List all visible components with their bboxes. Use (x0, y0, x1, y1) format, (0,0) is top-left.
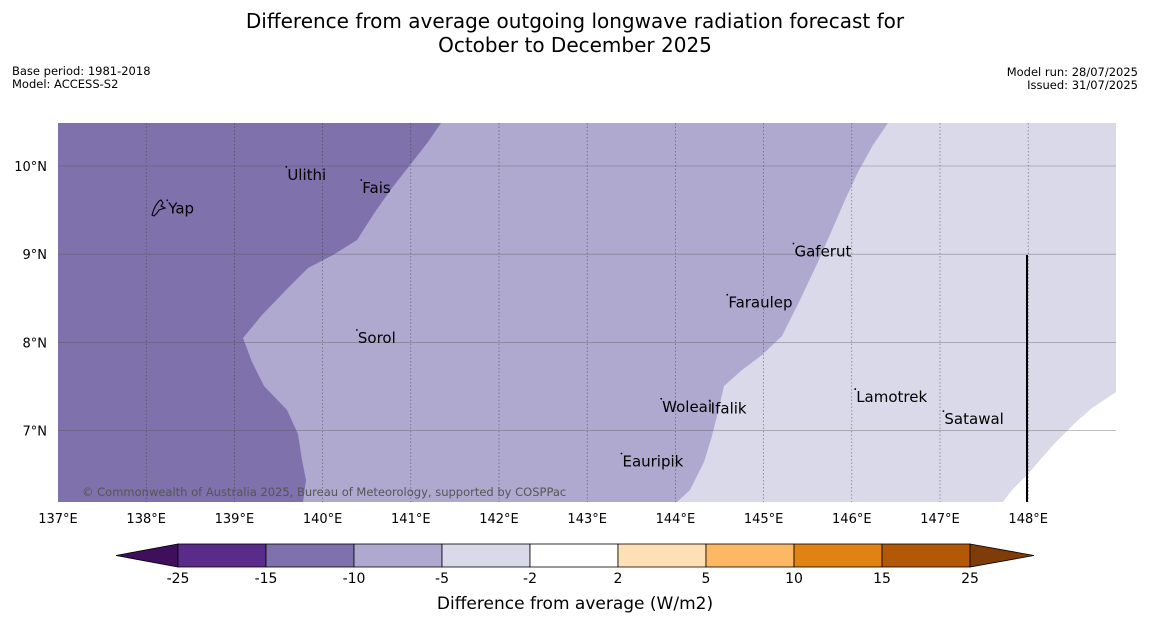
latitude-label: 10°N (14, 160, 47, 175)
island-marker (708, 399, 711, 402)
longitude-labels: 137°E 138°E 139°E 140°E 141°E 142°E 143°E 144°E… (38, 512, 1048, 527)
colorbar-tick-label: -5 (435, 571, 449, 587)
colorbar-segment (617, 543, 707, 568)
colorbar-extend-low (115, 543, 179, 568)
place-label: Gaferut (794, 243, 851, 261)
place-label: Woleai (662, 398, 712, 416)
yap-island-outline (151, 199, 167, 217)
map: Yap Ulithi Fais Gaferut Faraulep Sorol Lamotre… (14, 123, 1116, 527)
longitude-label: 144°E (656, 512, 696, 527)
chart-title: Difference from average outgoing longwav… (0, 9, 1150, 57)
colorbar-extend-high (969, 543, 1035, 568)
colorbar-segment (881, 543, 971, 568)
place-label: Ifalik (711, 400, 747, 418)
model-label: Model: ACCESS-S2 (12, 77, 119, 91)
colorbar-segment (177, 543, 267, 568)
title-line-1: Difference from average outgoing longwav… (245, 9, 905, 33)
colorbar-tick-label: -25 (167, 571, 190, 587)
place-label: Satawal (944, 410, 1003, 428)
longitude-label: 146°E (832, 512, 872, 527)
longitude-label: 143°E (567, 512, 607, 527)
colorbar-tick-label: 5 (702, 571, 711, 587)
island-marker (660, 397, 663, 400)
colorbar-title: Difference from average (W/m2) (436, 594, 714, 614)
longitude-label: 137°E (38, 512, 78, 527)
colorbar-tick-label: 25 (961, 571, 979, 587)
latitude-label: 9°N (23, 248, 48, 263)
longitude-label: 141°E (391, 512, 431, 527)
latitude-label: 8°N (23, 336, 48, 351)
colorbar-tick-labels: -25 -15 -10 -5 -2 2 5 10 15 25 (167, 571, 979, 587)
place-label: Faraulep (728, 294, 792, 312)
band-minus15-to-minus10 (58, 123, 441, 502)
longitude-label: 140°E (303, 512, 343, 527)
colorbar-segment (353, 543, 443, 568)
title-line-2: October to December 2025 (438, 33, 712, 57)
island-marker (792, 242, 795, 245)
colorbar-segment (529, 543, 619, 568)
run-info: Model run: 28/07/2025 Issued: 31/07/2025 (1007, 66, 1138, 92)
place-label: Lamotrek (856, 388, 927, 406)
colorbar-tick-label: 10 (785, 571, 803, 587)
colorbar-segment (793, 543, 883, 568)
place-label: Ulithi (287, 166, 326, 184)
place-label: Fais (362, 179, 391, 197)
base-info: Base period: 1981-2018 Model: ACCESS-S2 (12, 65, 151, 91)
longitude-label: 148°E (1008, 512, 1048, 527)
place-labels: Yap Ulithi Fais Gaferut Faraulep Sorol Lamotre… (166, 165, 1004, 470)
colorbar-segment (265, 543, 355, 568)
longitude-label: 138°E (126, 512, 166, 527)
colorbar-segment (705, 543, 795, 568)
colorbar-tick-label: 15 (873, 571, 891, 587)
island-marker (355, 329, 358, 331)
colorbar-tick-label: 2 (614, 571, 623, 587)
copyright-notice: © Commonwealth of Australia 2025, Bureau… (82, 485, 566, 499)
island-marker (854, 388, 857, 390)
colorbar-tick-label: -2 (523, 571, 537, 587)
latitude-labels: 10°N 9°N 8°N 7°N (14, 160, 47, 440)
longitude-label: 145°E (744, 512, 784, 527)
colorbar-tick-label: -15 (255, 571, 278, 587)
graticule (58, 123, 1116, 502)
longitude-label: 147°E (920, 512, 960, 527)
island-marker (942, 410, 945, 413)
colorbar-segments (115, 543, 1035, 568)
island-marker (285, 165, 288, 168)
latitude-label: 7°N (23, 425, 48, 440)
island-marker (360, 179, 363, 181)
place-label: Eauripik (622, 452, 683, 470)
model-run-label: Model run: 28/07/2025 (1006, 65, 1138, 79)
island-marker (166, 199, 169, 202)
issued-label: Issued: 31/07/2025 (1027, 78, 1138, 92)
base-period-label: Base period: 1981-2018 (12, 64, 151, 78)
colorbar-tick-label: -10 (343, 571, 366, 587)
place-label: Sorol (358, 329, 396, 347)
longitude-label: 139°E (215, 512, 255, 527)
longitude-label: 142°E (479, 512, 519, 527)
place-label: Yap (167, 199, 194, 217)
island-marker (726, 293, 729, 296)
island-marker (620, 452, 623, 455)
colorbar-segment (441, 543, 531, 568)
